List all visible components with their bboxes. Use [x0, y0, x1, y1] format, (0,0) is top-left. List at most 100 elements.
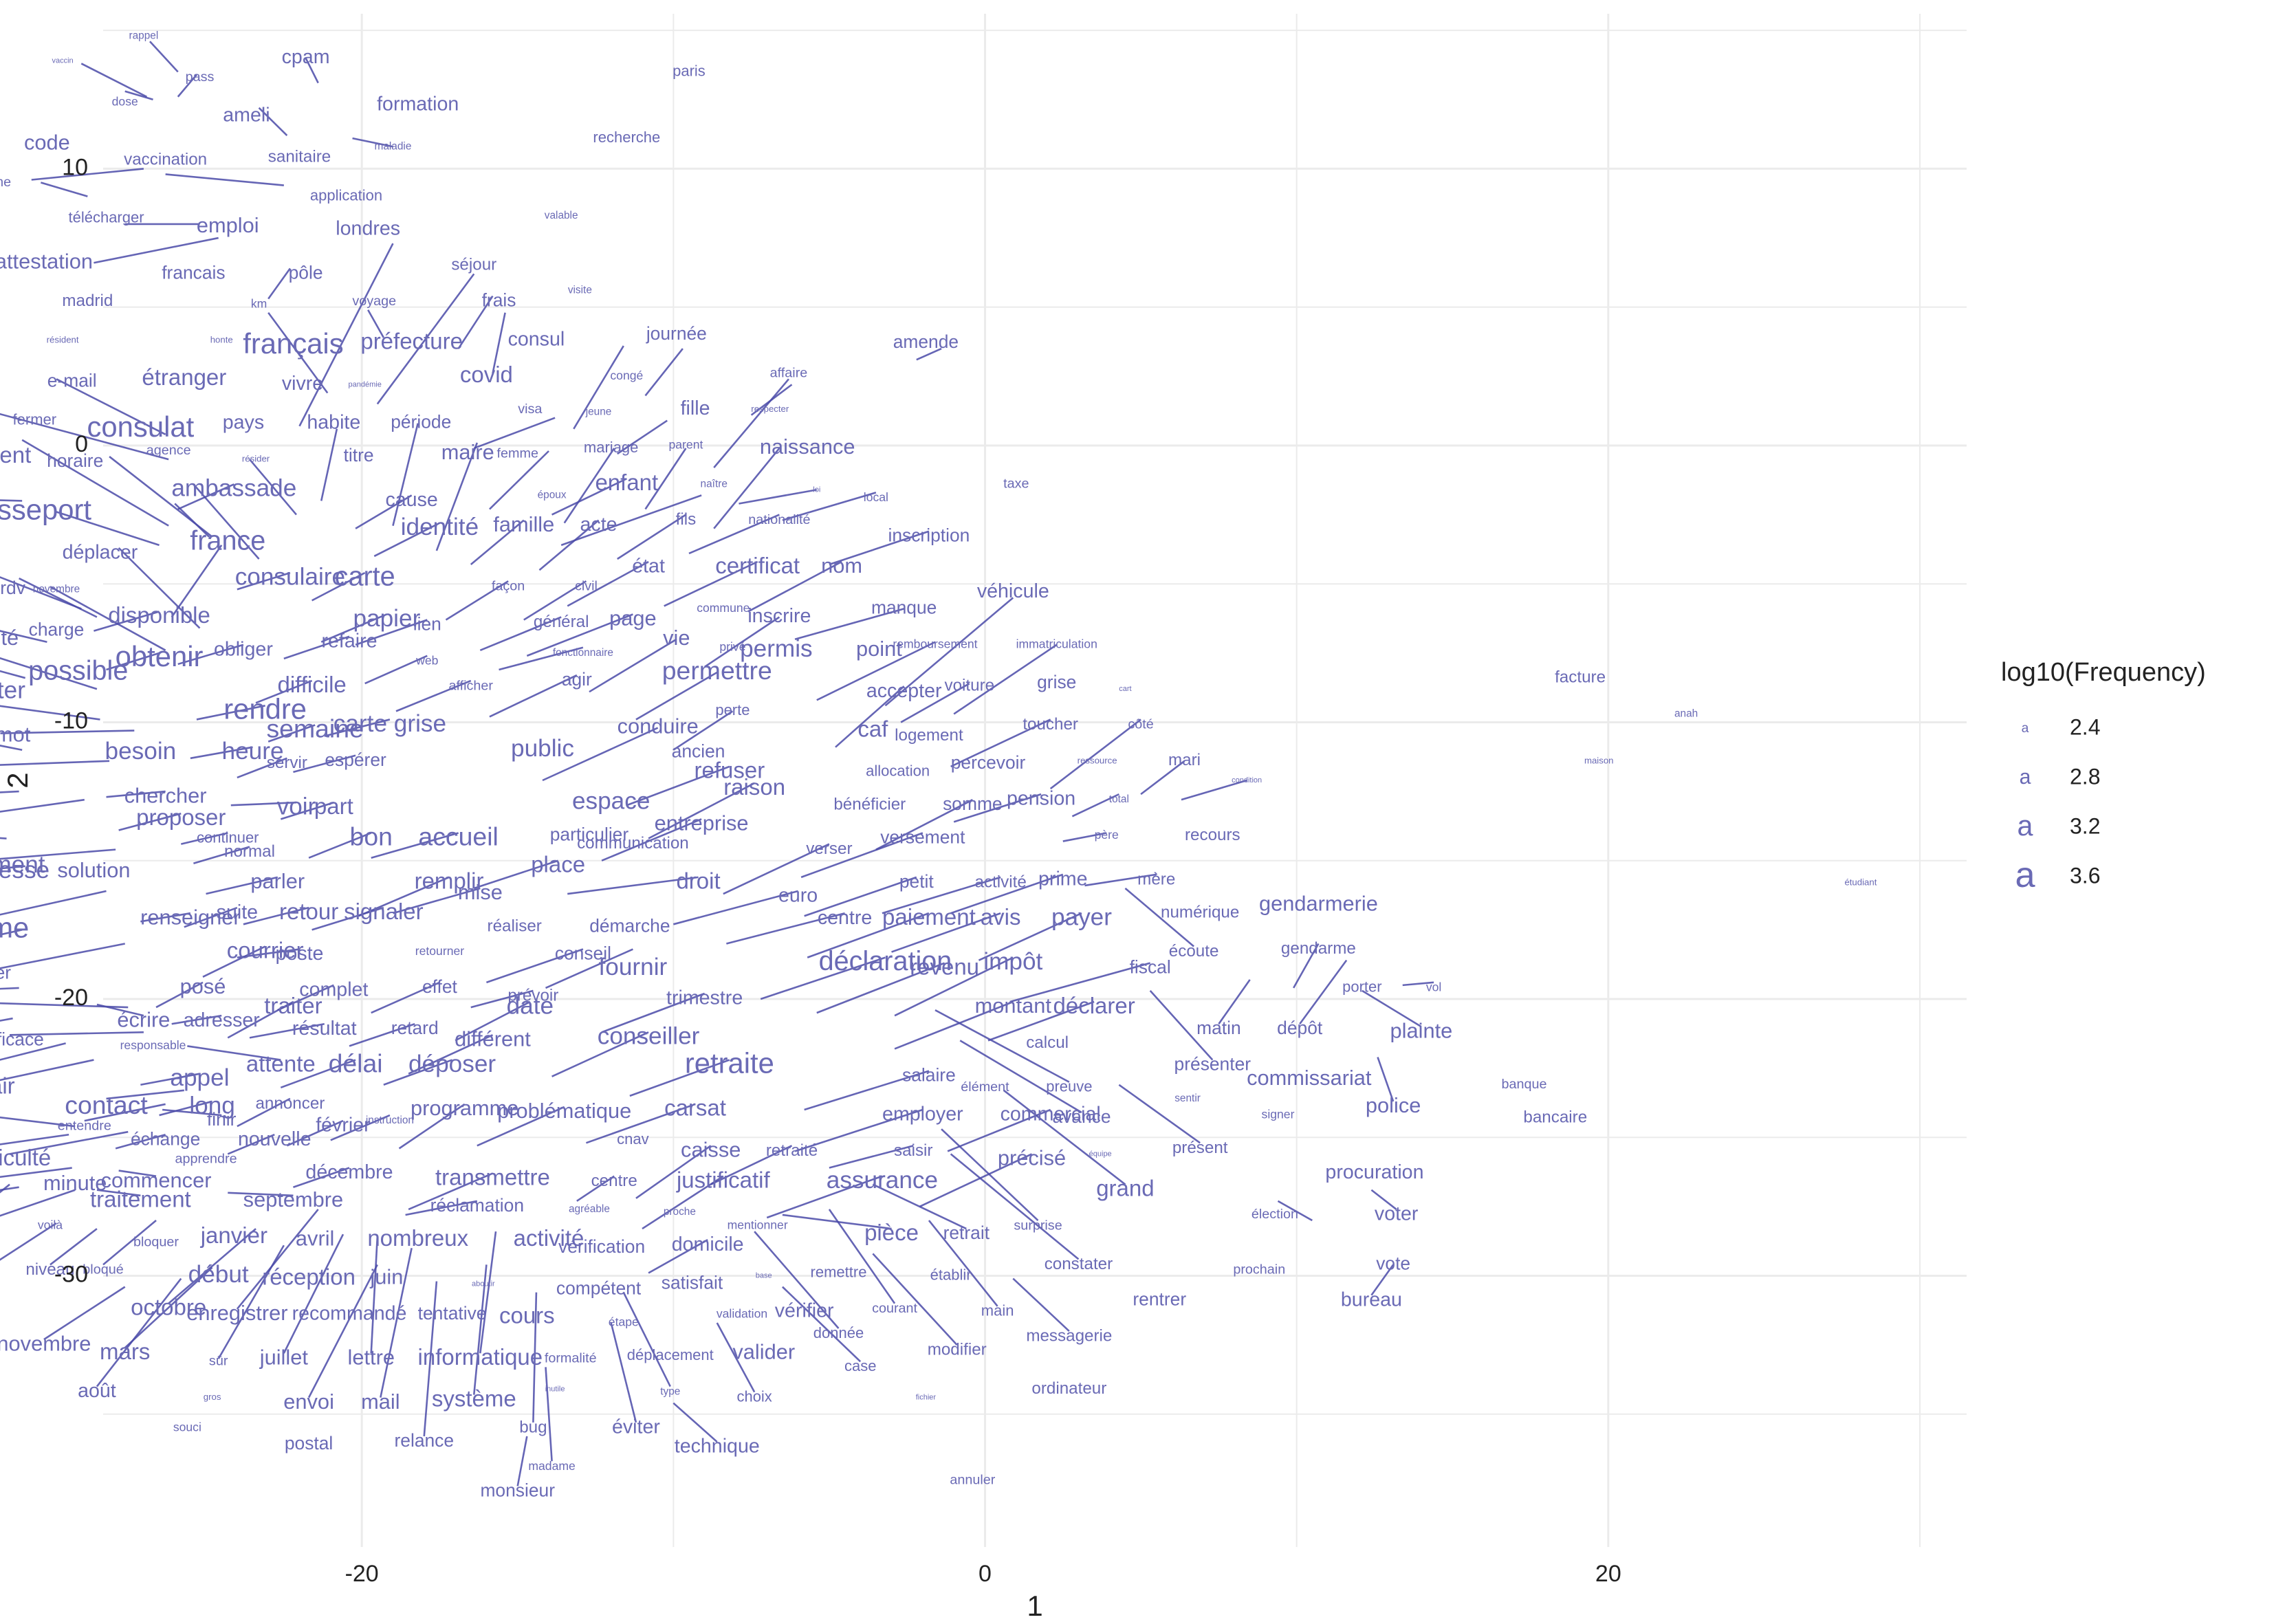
word-label: envoi: [283, 1390, 334, 1414]
connector-segment: [149, 41, 179, 73]
word-label: inscrire: [747, 605, 811, 627]
connector-segment: [171, 1014, 222, 1025]
connector-segment: [258, 107, 288, 137]
word-label: voir: [277, 793, 316, 820]
connector-segment: [249, 459, 297, 516]
word-label: ameli: [223, 104, 270, 126]
connector-segment: [358, 876, 450, 917]
connector-segment: [408, 1034, 494, 1075]
connector-segment: [959, 1040, 1082, 1114]
word-label: ambassade: [171, 475, 296, 502]
connector-segment: [320, 428, 338, 501]
word-label: retourner: [415, 944, 465, 958]
connector-segment: [542, 727, 659, 782]
word-label: résider: [242, 454, 270, 464]
legend-entry-label: 2.4: [2070, 714, 2100, 739]
word-label: acte: [580, 514, 617, 536]
word-label: main: [981, 1302, 1014, 1319]
word-label: calcul: [1026, 1033, 1069, 1052]
word-label: pays: [223, 411, 264, 433]
word-label: permis: [740, 635, 813, 662]
word-label: e-mail: [47, 370, 97, 391]
word-label: formalité: [545, 1351, 597, 1366]
word-label: accueil: [418, 822, 498, 851]
connector-segment: [782, 492, 877, 521]
word-label: carte: [335, 562, 395, 592]
word-label: ordinateur: [1031, 1379, 1106, 1398]
word-label: dépôt: [1277, 1018, 1323, 1038]
connector-segment: [0, 865, 25, 870]
connector-segment: [267, 724, 316, 743]
connector-segment: [445, 580, 509, 621]
connector-segment: [473, 859, 559, 890]
connector-segment: [0, 413, 169, 461]
x-axis-label: 1: [1027, 1590, 1042, 1622]
word-label: octobre: [131, 1295, 206, 1320]
word-label: renouvellement: [0, 442, 31, 468]
word-label: pièce: [864, 1220, 919, 1245]
word-label: difficulté: [0, 1145, 51, 1170]
connector-segment: [648, 1239, 708, 1274]
word-label: inutile: [545, 1385, 565, 1393]
word-label: horaire: [47, 450, 103, 471]
word-label: cnav: [617, 1130, 648, 1148]
legend-entry-label: 2.8: [2070, 764, 2100, 789]
connector-segment: [298, 243, 394, 427]
connector-segment: [174, 503, 210, 538]
word-label: juillet: [259, 1345, 309, 1369]
word-label: porter: [1342, 978, 1381, 996]
word-label: voiture: [945, 677, 995, 695]
word-label: condition: [1232, 776, 1262, 784]
word-label: posé: [180, 974, 226, 998]
connector-segment: [177, 644, 244, 666]
word-label: valable: [545, 210, 578, 221]
word-label: bloquer: [133, 1234, 179, 1249]
connector-segment: [392, 423, 419, 526]
word-label: cours: [499, 1303, 555, 1328]
word-label: maison: [1584, 755, 1614, 765]
word-label: visa: [518, 402, 542, 417]
word-label: messagerie: [1026, 1326, 1112, 1345]
connector-segment: [227, 1000, 294, 1039]
x-tick-label: 20: [1595, 1561, 1621, 1587]
connector-segment: [526, 613, 633, 657]
word-label: père: [1095, 828, 1119, 842]
word-label: conseil: [555, 943, 611, 964]
word-label: gendarmerie: [1259, 891, 1378, 915]
word-label: surprise: [1014, 1218, 1062, 1233]
connector-segment: [872, 1183, 967, 1230]
word-label: véhicule: [977, 580, 1049, 602]
word-label: annoncer: [255, 1094, 325, 1112]
word-label: adresse: [0, 857, 50, 884]
word-label: mari: [1168, 751, 1201, 769]
word-label: maire: [441, 440, 494, 464]
y-tick-label: -10: [54, 707, 88, 734]
word-label: allocation: [866, 762, 930, 780]
word-label: sentir: [1174, 1093, 1201, 1104]
word-label: janvier: [200, 1222, 267, 1248]
connector-segment: [283, 1233, 345, 1354]
word-label: visite: [568, 285, 592, 296]
word-label: choix: [736, 1387, 772, 1405]
word-label: réaliser: [488, 917, 542, 936]
word-label: élément: [961, 1079, 1009, 1095]
connector-segment: [723, 843, 830, 895]
word-label: remettre: [811, 1263, 867, 1280]
word-label: mise: [458, 880, 503, 904]
connector-segment: [206, 876, 278, 895]
word-label: grand: [1096, 1175, 1154, 1200]
word-label: recherche: [593, 129, 660, 146]
word-label: avis: [981, 904, 1021, 930]
connector-segment: [0, 1059, 94, 1082]
word-label: lien: [413, 614, 441, 635]
word-label: chercher: [124, 783, 207, 807]
connector-segment: [0, 1183, 10, 1194]
connector-segment: [1140, 760, 1185, 795]
connector-segment: [165, 173, 284, 186]
connector-segment: [499, 646, 584, 671]
word-label: parent: [668, 438, 703, 452]
connector-segment: [950, 718, 1051, 768]
word-label: preuve: [1046, 1078, 1092, 1095]
word-label: novembre: [0, 1331, 91, 1355]
word-label: rappel: [129, 30, 159, 41]
